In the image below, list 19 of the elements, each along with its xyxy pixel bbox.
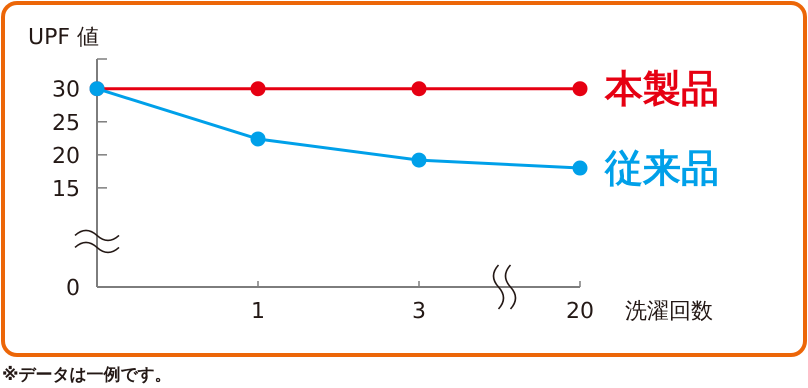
y-tick-label: 25 — [52, 110, 80, 136]
x-tick-label: 3 — [412, 299, 426, 324]
y-tick-label: 20 — [52, 144, 80, 169]
point — [250, 131, 266, 146]
series-label: 従来品 — [604, 146, 719, 190]
series-label: 本製品 — [604, 66, 719, 111]
point — [412, 81, 426, 96]
point — [412, 152, 426, 168]
y-tick-label: 30 — [52, 78, 80, 103]
y-tick-label: 15 — [52, 176, 80, 202]
y-tick-label: 0 — [66, 276, 80, 301]
point — [572, 81, 588, 96]
point — [572, 160, 588, 176]
x-tick-label: 1 — [251, 299, 265, 324]
y-axis-title: UPF 値 — [28, 25, 100, 50]
text: ※データは一例です。 — [2, 365, 172, 385]
x-tick-label: 20 — [566, 299, 594, 324]
x-axis-title: 洗濯回数 — [625, 299, 713, 324]
point — [250, 81, 266, 96]
